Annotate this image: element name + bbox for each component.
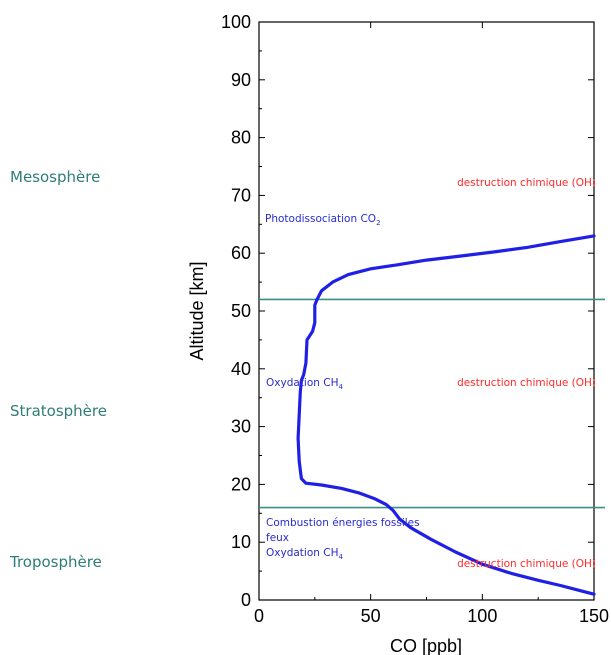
destruction-meso-annotation: destruction chimique (OH) — [457, 177, 596, 189]
y-tick-label: 30 — [231, 417, 251, 437]
y-tick-label: 20 — [231, 474, 251, 494]
plot-frame — [258, 21, 595, 601]
oxydation-tropo-annotation: Oxydation CH4 — [266, 547, 343, 561]
series-group — [296, 234, 596, 596]
y-tick-label: 90 — [231, 70, 251, 90]
y-axis-ticks: 0 10 20 30 40 50 60 70 80 90 100 — [221, 12, 594, 610]
mesosphere-label: Mesosphère — [10, 168, 100, 186]
x-tick-label: 0 — [254, 606, 264, 626]
y-tick-label: 40 — [231, 359, 251, 379]
oxydation-tropo-subscript: 4 — [338, 553, 343, 561]
y-tick-label: 10 — [231, 532, 251, 552]
combustion-annotation: Combustion énergies fossiles — [266, 517, 420, 529]
oxydation-strato-subscript: 4 — [338, 383, 343, 391]
destruction-tropo-annotation: destruction chimique (OH) — [457, 558, 596, 570]
oxydation-strato-text: Oxydation CH — [266, 377, 338, 389]
layer-boundaries — [259, 298, 605, 509]
stratosphere-label: Stratosphère — [10, 402, 107, 420]
destruction-strato-annotation: destruction chimique (OH) — [457, 377, 596, 389]
oxydation-tropo-text: Oxydation CH — [266, 547, 338, 559]
y-tick-label: 60 — [231, 243, 251, 263]
troposphere-label: Troposphère — [9, 553, 102, 571]
y-tick-label: 80 — [231, 128, 251, 148]
co-profile-line — [296, 234, 596, 596]
y-tick-label: 100 — [221, 12, 251, 32]
y-tick-label: 0 — [241, 590, 251, 610]
x-axis-label: CO [ppb] — [390, 636, 462, 655]
y-axis-label: Altitude [km] — [187, 261, 207, 360]
x-tick-label: 50 — [361, 606, 381, 626]
y-tick-label: 70 — [231, 185, 251, 205]
photodissociation-subscript: 2 — [376, 219, 380, 227]
photodissociation-text: Photodissociation CO — [265, 213, 376, 225]
photodissociation-annotation: Photodissociation CO2 — [265, 213, 381, 227]
oxydation-strato-annotation: Oxydation CH4 — [266, 377, 343, 391]
x-tick-label: 100 — [467, 606, 497, 626]
x-tick-label: 150 — [579, 606, 609, 626]
feux-annotation: feux — [266, 532, 289, 544]
x-axis-ticks: 0 50 100 150 — [254, 22, 609, 626]
y-tick-label: 50 — [231, 301, 251, 321]
